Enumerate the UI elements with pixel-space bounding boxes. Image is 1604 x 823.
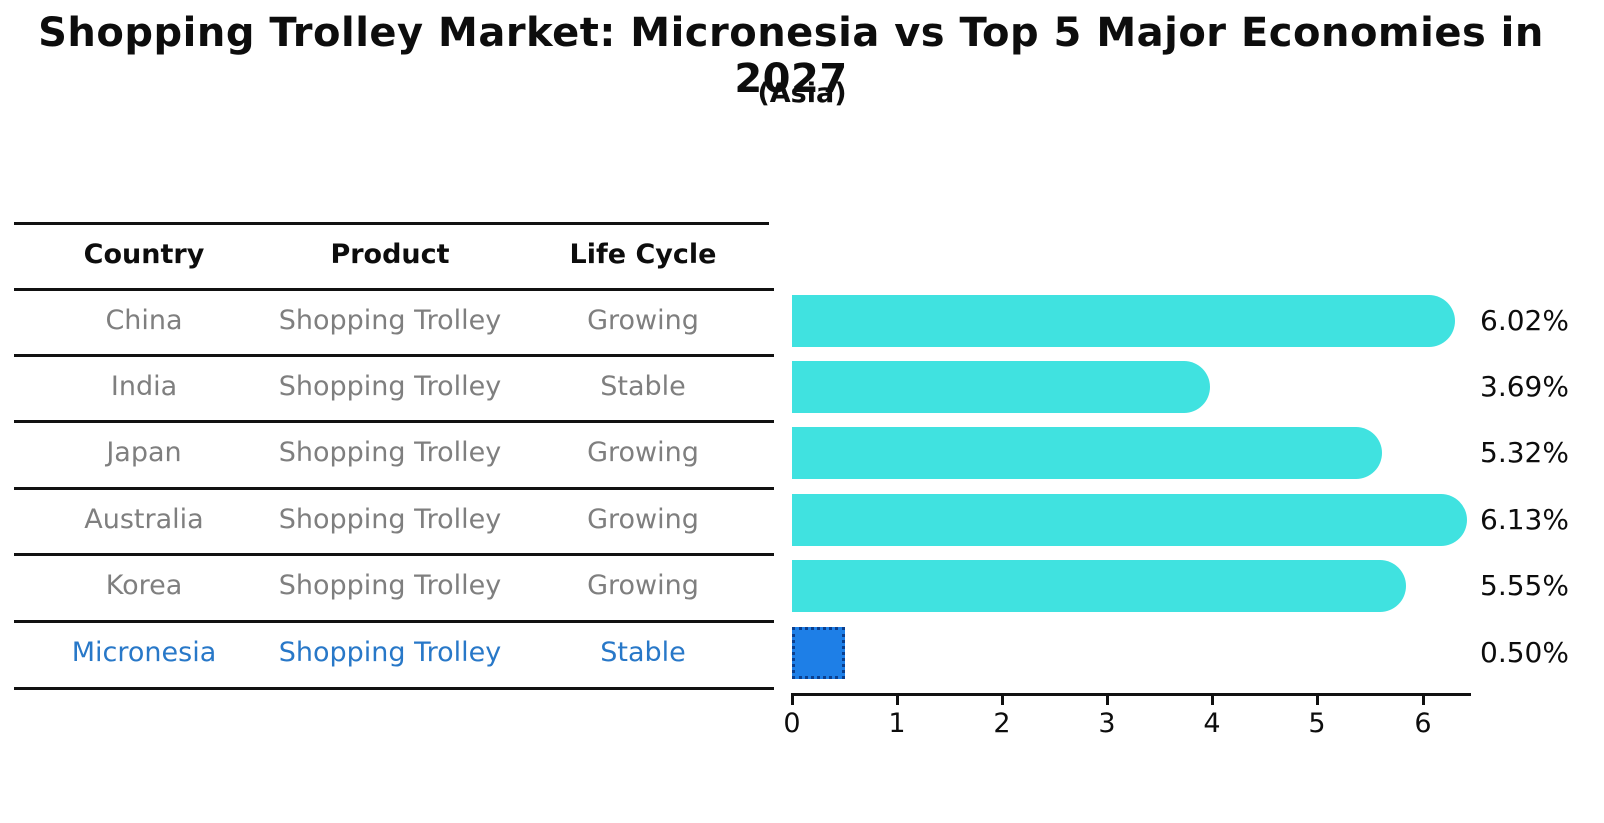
cell-life-cycle: Growing	[587, 504, 699, 535]
value-label: 6.02%	[1480, 304, 1569, 337]
cell-life-cycle: Stable	[600, 637, 686, 668]
y-axis-tick	[756, 288, 774, 291]
x-axis-line	[792, 693, 1471, 696]
cell-life-cycle: Growing	[587, 305, 699, 336]
cell-product: Shopping Trolley	[278, 570, 502, 601]
cell-product: Shopping Trolley	[278, 305, 502, 336]
value-label: 6.13%	[1480, 503, 1569, 536]
cell-country: Japan	[106, 437, 182, 468]
page-subtitle: (Asia)	[757, 78, 847, 109]
cell-product: Shopping Trolley	[278, 371, 502, 402]
table-header-product: Product	[330, 239, 450, 270]
bar-australia	[792, 494, 1467, 546]
x-axis-tick	[791, 693, 794, 705]
bar-india	[792, 361, 1211, 413]
cell-country: China	[105, 305, 183, 336]
value-label: 5.55%	[1480, 569, 1569, 602]
table-rule	[14, 354, 769, 357]
cell-life-cycle: Growing	[587, 570, 699, 601]
table-rule	[14, 487, 769, 490]
value-label: 0.50%	[1480, 636, 1569, 669]
x-tick-label: 3	[1098, 708, 1116, 739]
x-axis-tick	[1211, 693, 1214, 705]
x-axis-tick	[1422, 693, 1425, 705]
x-axis-tick	[1106, 693, 1109, 705]
bar-china	[792, 295, 1456, 347]
x-axis-tick	[896, 693, 899, 705]
table-rule	[14, 288, 769, 291]
x-tick-label: 0	[783, 708, 801, 739]
table-rule	[14, 620, 769, 623]
x-tick-label: 6	[1414, 708, 1432, 739]
cell-life-cycle: Stable	[600, 371, 686, 402]
y-axis-tick	[756, 553, 774, 556]
table-rule	[14, 687, 769, 690]
y-axis-tick	[756, 354, 774, 357]
y-axis-tick	[756, 620, 774, 623]
x-axis-tick	[1001, 693, 1004, 705]
bar-micronesia	[792, 627, 845, 679]
cell-life-cycle: Growing	[587, 437, 699, 468]
value-label: 3.69%	[1480, 370, 1569, 403]
y-axis-tick	[756, 420, 774, 423]
cell-product: Shopping Trolley	[278, 504, 502, 535]
table-header-life-cycle: Life Cycle	[569, 239, 717, 270]
cell-country: Micronesia	[71, 637, 217, 668]
table-rule	[14, 553, 769, 556]
x-tick-label: 1	[888, 708, 906, 739]
x-axis-tick	[1316, 693, 1319, 705]
bar-japan	[792, 427, 1382, 479]
table-rule	[14, 222, 769, 225]
cell-product: Shopping Trolley	[278, 437, 502, 468]
x-tick-label: 5	[1308, 708, 1326, 739]
y-axis-tick	[756, 487, 774, 490]
cell-country: India	[110, 371, 178, 402]
cell-country: Korea	[105, 570, 183, 601]
table-header-country: Country	[83, 239, 205, 270]
value-label: 5.32%	[1480, 436, 1569, 469]
table-rule	[14, 420, 769, 423]
cell-country: Australia	[84, 504, 204, 535]
y-axis-tick	[756, 687, 774, 690]
x-tick-label: 4	[1203, 708, 1221, 739]
x-tick-label: 2	[993, 708, 1011, 739]
cell-product: Shopping Trolley	[278, 637, 502, 668]
page-title: Shopping Trolley Market: Micronesia vs T…	[38, 10, 1544, 102]
bar-korea	[792, 560, 1406, 612]
